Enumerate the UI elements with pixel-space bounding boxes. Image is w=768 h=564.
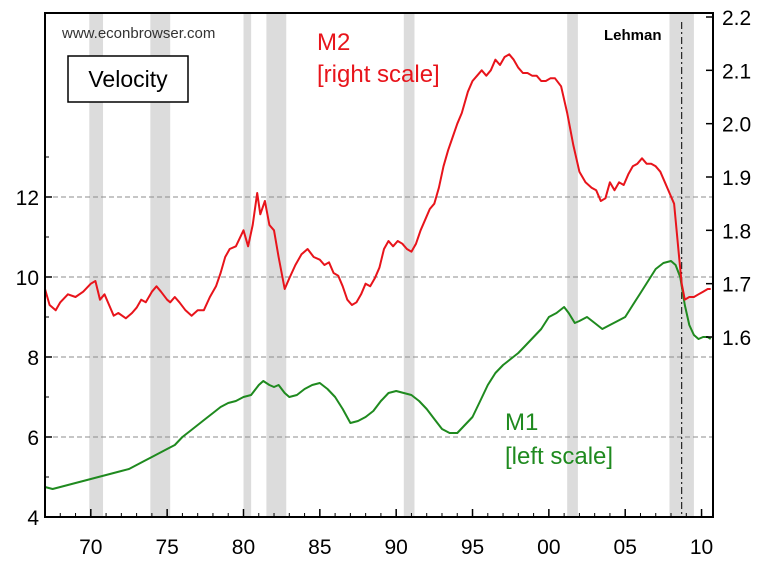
left-tick-label: 8 — [27, 347, 39, 370]
velocity-legend-text: Velocity — [88, 66, 168, 92]
left-tick-label: 4 — [27, 507, 39, 530]
recession-band — [243, 13, 252, 517]
m1-series — [44, 260, 712, 490]
recession-band — [403, 13, 415, 517]
recession-band — [89, 13, 104, 517]
velocity-legend-box — [67, 55, 189, 103]
x-tick-label: 95 — [461, 536, 484, 559]
recession-shading — [89, 13, 694, 517]
left-tick-label: 12 — [16, 187, 39, 210]
right-tick-label: 1.7 — [722, 274, 751, 297]
left-tick-label: 6 — [27, 427, 39, 450]
m1-label-line1: M1 — [505, 409, 538, 436]
x-axis: 70 75 80 85 90 95 00 05 10 — [44, 509, 713, 559]
recession-band — [150, 13, 171, 517]
right-tick-label: 2.2 — [722, 7, 751, 30]
m2-line — [44, 53, 711, 320]
lehman-label: Lehman — [604, 27, 662, 44]
x-tick-label: 90 — [384, 536, 407, 559]
m2-label-line1: M2 — [317, 29, 350, 56]
x-tick-label: 80 — [232, 536, 255, 559]
m1-label-line2: [left scale] — [505, 443, 613, 470]
left-tick-label: 10 — [16, 267, 39, 290]
x-tick-label: 85 — [308, 536, 331, 559]
x-tick-label: 10 — [690, 536, 713, 559]
m2-label-line2: [right scale] — [317, 61, 440, 88]
right-tick-label: 2.0 — [722, 114, 751, 137]
right-tick-label: 2.1 — [722, 60, 751, 83]
right-tick-label: 1.6 — [722, 327, 751, 350]
x-tick-label: 05 — [614, 536, 637, 559]
x-tick-label: 75 — [155, 536, 178, 559]
plot-frame — [44, 12, 714, 518]
recession-band — [266, 13, 287, 517]
right-y-axis: 1.6 1.7 1.8 1.9 2.0 2.1 2.2 — [706, 7, 751, 350]
m2-series — [44, 53, 711, 320]
right-tick-label: 1.8 — [722, 220, 751, 243]
recession-band — [567, 13, 578, 517]
left-y-axis: 4 6 8 10 12 — [16, 156, 52, 530]
x-tick-label: 70 — [79, 536, 102, 559]
gridlines — [45, 196, 713, 438]
right-tick-label: 1.9 — [722, 167, 751, 190]
site-watermark: www.econbrowser.com — [61, 25, 215, 42]
x-tick-label: 00 — [537, 536, 560, 559]
m1-line — [44, 260, 712, 490]
